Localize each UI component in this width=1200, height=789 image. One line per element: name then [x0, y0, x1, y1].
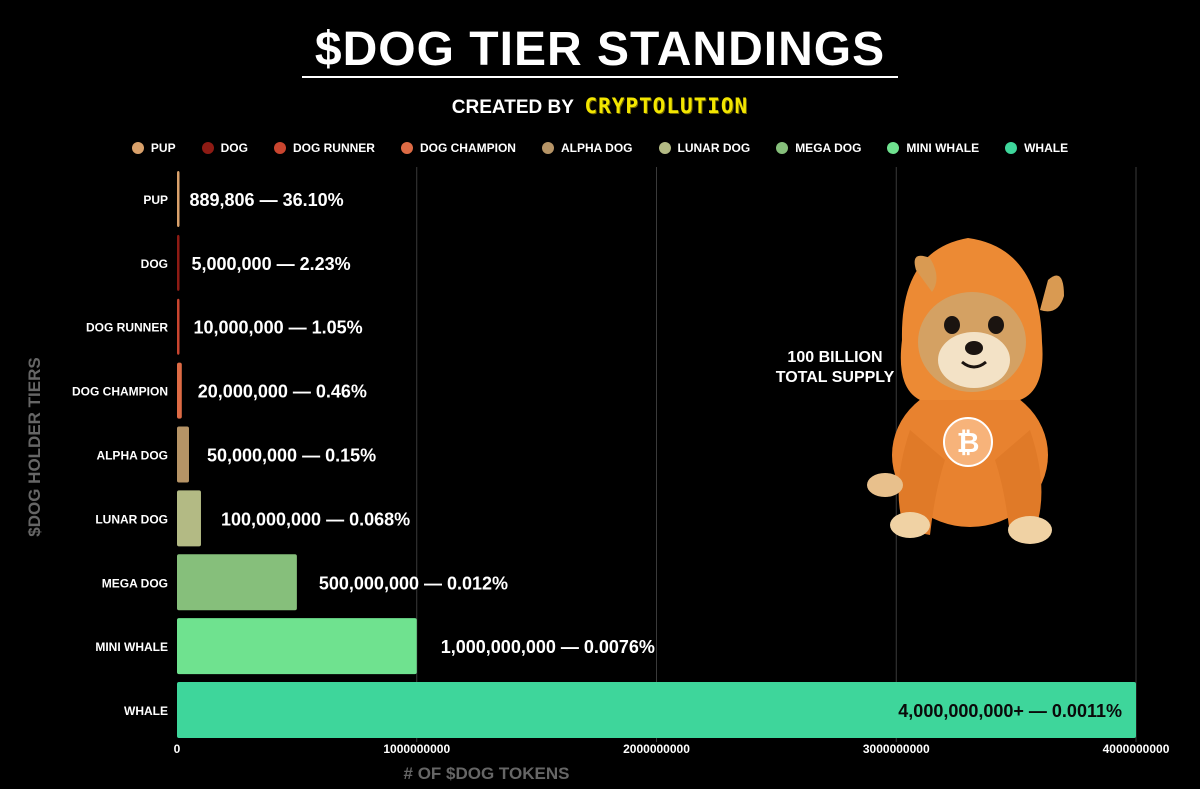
- bar: [177, 298, 180, 355]
- legend-label: DOG RUNNER: [292, 141, 375, 155]
- data-label: 100,000,000 — 0.068%: [221, 509, 410, 529]
- legend-label: LUNAR DOG: [677, 141, 751, 155]
- legend-item: DOG CHAMPION: [400, 139, 516, 157]
- legend-item: DOG RUNNER: [273, 139, 375, 157]
- legend-item: MINI WHALE: [887, 139, 979, 157]
- data-label: 50,000,000 — 0.15%: [207, 446, 376, 466]
- category-label: MINI WHALE: [95, 640, 168, 654]
- bar: [177, 170, 180, 227]
- legend-item: DOG: [201, 139, 248, 157]
- supply-annotation-line2: TOTAL SUPPLY: [775, 369, 895, 386]
- data-label: 500,000,000 — 0.012%: [319, 573, 508, 593]
- legend-swatch: [541, 142, 554, 154]
- legend-item: PUP: [131, 139, 176, 157]
- legend-item: LUNAR DOG: [658, 139, 751, 157]
- supply-annotation: 100 BILLION TOTAL SUPPLY: [760, 348, 910, 388]
- category-label: PUP: [143, 193, 168, 207]
- legend-swatch: [131, 142, 144, 154]
- bar: [177, 618, 417, 675]
- data-label: 20,000,000 — 0.46%: [198, 382, 367, 402]
- category-label: MEGA DOG: [102, 576, 168, 590]
- legend-label: WHALE: [1024, 141, 1069, 155]
- chart-subtitle: CREATED BY CRYPTOLUTION: [0, 94, 1200, 120]
- legend-label: DOG CHAMPION: [419, 141, 516, 155]
- data-label: 4,000,000,000+ — 0.0011%: [898, 701, 1122, 721]
- legend-swatch: [658, 142, 671, 154]
- legend-item: ALPHA DOG: [541, 139, 633, 157]
- category-label: DOG: [141, 257, 168, 271]
- legend-swatch: [887, 142, 900, 154]
- subtitle-brand: CRYPTOLUTION: [584, 94, 749, 118]
- x-tick-label: 1000000000: [383, 742, 450, 756]
- bar: [177, 234, 180, 291]
- chart-legend: PUP DOG DOG RUNNER DOG CHAMPION ALPHA DOG LUN…: [0, 139, 1200, 157]
- category-label: DOG RUNNER: [86, 321, 168, 335]
- category-label: LUNAR DOG: [95, 512, 168, 526]
- bar: [177, 554, 297, 611]
- legend-swatch: [776, 142, 789, 154]
- legend-item: WHALE: [1005, 139, 1068, 157]
- legend-label: MINI WHALE: [906, 141, 980, 155]
- data-label: 5,000,000 — 2.23%: [192, 254, 351, 274]
- legend-label: DOG: [220, 141, 248, 155]
- legend-swatch: [1005, 142, 1018, 154]
- x-axis-title: # OF $DOG TOKENS: [404, 764, 570, 783]
- subtitle-prefix: CREATED BY: [451, 97, 574, 118]
- bar: [177, 362, 182, 419]
- legend-swatch: [201, 142, 214, 154]
- legend-label: MEGA DOG: [795, 141, 862, 155]
- legend-swatch: [400, 142, 413, 154]
- bar: [177, 490, 201, 547]
- x-tick-label: 4000000000: [1103, 742, 1170, 756]
- legend-label: PUP: [150, 141, 176, 155]
- title-underline: [302, 76, 898, 78]
- data-label: 10,000,000 — 1.05%: [194, 318, 363, 338]
- chart-title: $DOG TIER STANDINGS: [314, 23, 886, 76]
- legend-swatch: [273, 142, 286, 154]
- bar: [177, 426, 189, 483]
- category-label: WHALE: [124, 704, 168, 718]
- data-label: 1,000,000,000 — 0.0076%: [441, 637, 655, 657]
- category-label: ALPHA DOG: [96, 449, 168, 463]
- category-label: DOG CHAMPION: [72, 385, 168, 399]
- y-axis-title: $DOG HOLDER TIERS: [25, 357, 44, 536]
- data-label: 889,806 — 36.10%: [190, 190, 344, 210]
- x-tick-label: 0: [174, 742, 181, 756]
- svg-text:₿: ₿: [957, 426, 980, 459]
- x-tick-label: 2000000000: [623, 742, 690, 756]
- supply-annotation-line1: 100 BILLION: [787, 349, 883, 366]
- legend-item: MEGA DOG: [776, 139, 861, 157]
- x-tick-label: 3000000000: [863, 742, 930, 756]
- dog-in-hoodie-illustration: ₿: [867, 238, 1064, 544]
- bar: [177, 682, 1136, 739]
- legend-label: ALPHA DOG: [560, 141, 633, 155]
